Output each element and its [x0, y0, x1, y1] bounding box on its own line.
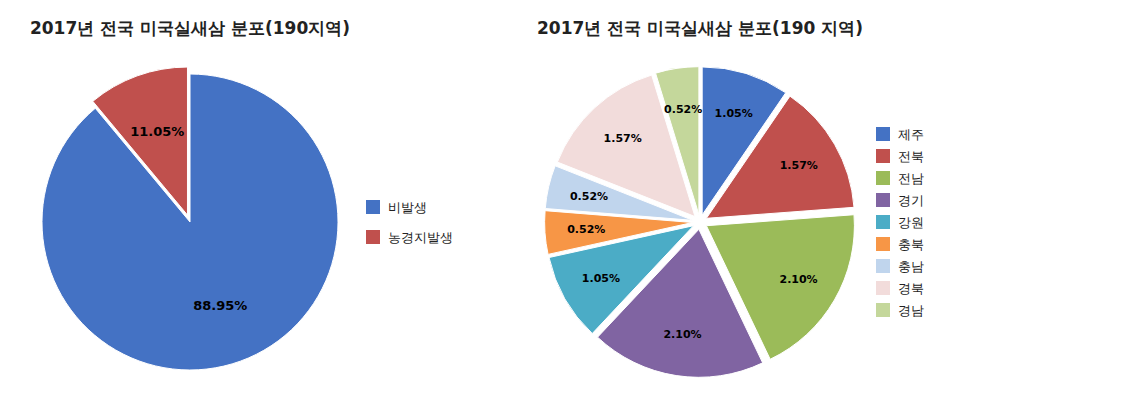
legend: 비발생농경지발생: [366, 200, 453, 245]
legend-label: 경북: [898, 281, 924, 296]
data-label: 88.95%: [193, 298, 247, 313]
chart-title: 2017년 전국 미국실새삼 분포(190 지역): [537, 18, 863, 38]
legend-label: 충북: [898, 237, 924, 252]
data-label: 0.52%: [570, 190, 608, 203]
pie-slice: [656, 67, 699, 215]
legend-swatch: [876, 127, 890, 141]
legend-label: 제주: [898, 127, 924, 142]
legend-swatch: [876, 281, 890, 295]
chart-title: 2017년 전국 미국실새삼 분포(190지역): [30, 18, 350, 38]
legend-label: 전북: [898, 149, 924, 164]
pie-slice: [706, 96, 854, 218]
data-labels: 88.95% 11.05%: [130, 124, 247, 313]
legend-label: 충남: [898, 259, 924, 274]
pie-slice: [93, 67, 188, 215]
legend-swatch: [876, 215, 890, 229]
chart-canvas: 2017년 전국 미국실새삼 분포(190지역) 88.95% 11.05% 비발생농…: [0, 0, 1140, 401]
data-label: 1.57%: [780, 159, 818, 172]
legend-swatch: [876, 259, 890, 273]
legend-swatch: [876, 237, 890, 251]
data-labels: 1.05% 1.57% 2.10% 2.10% 1.05% 0.52% 0.52% 1.57%…: [567, 103, 818, 341]
slices: [545, 67, 855, 378]
data-label: 0.52%: [664, 103, 702, 116]
data-label: 11.05%: [130, 124, 184, 139]
pie-chart: 2017년 전국 미국실새삼 분포(190지역) 88.95% 11.05% 비발생농…: [30, 18, 453, 370]
data-label: 1.57%: [604, 132, 642, 145]
legend-swatch: [876, 193, 890, 207]
legend: 제주전북전남경기강원충북충남경북경남: [876, 127, 924, 318]
legend-label: 농경지발생: [388, 230, 453, 245]
data-label: 2.10%: [663, 328, 701, 341]
data-label: 1.05%: [582, 272, 620, 285]
pie-slice: [42, 74, 338, 370]
data-label: 1.05%: [715, 107, 753, 120]
legend-label: 비발생: [388, 200, 427, 215]
legend-swatch: [876, 149, 890, 163]
legend-swatch: [366, 230, 380, 244]
legend-swatch: [876, 171, 890, 185]
legend-label: 경기: [898, 193, 924, 208]
legend-swatch: [366, 200, 380, 214]
legend-label: 전남: [898, 171, 924, 186]
legend-label: 경남: [898, 303, 924, 318]
pie-chart: 2017년 전국 미국실새삼 분포(190 지역) 1.05% 1.57% 2.10%…: [537, 18, 924, 377]
legend-swatch: [876, 303, 890, 317]
slices: [42, 67, 338, 370]
data-label: 2.10%: [779, 273, 817, 286]
data-label: 0.52%: [567, 223, 605, 236]
legend-label: 강원: [898, 215, 924, 230]
